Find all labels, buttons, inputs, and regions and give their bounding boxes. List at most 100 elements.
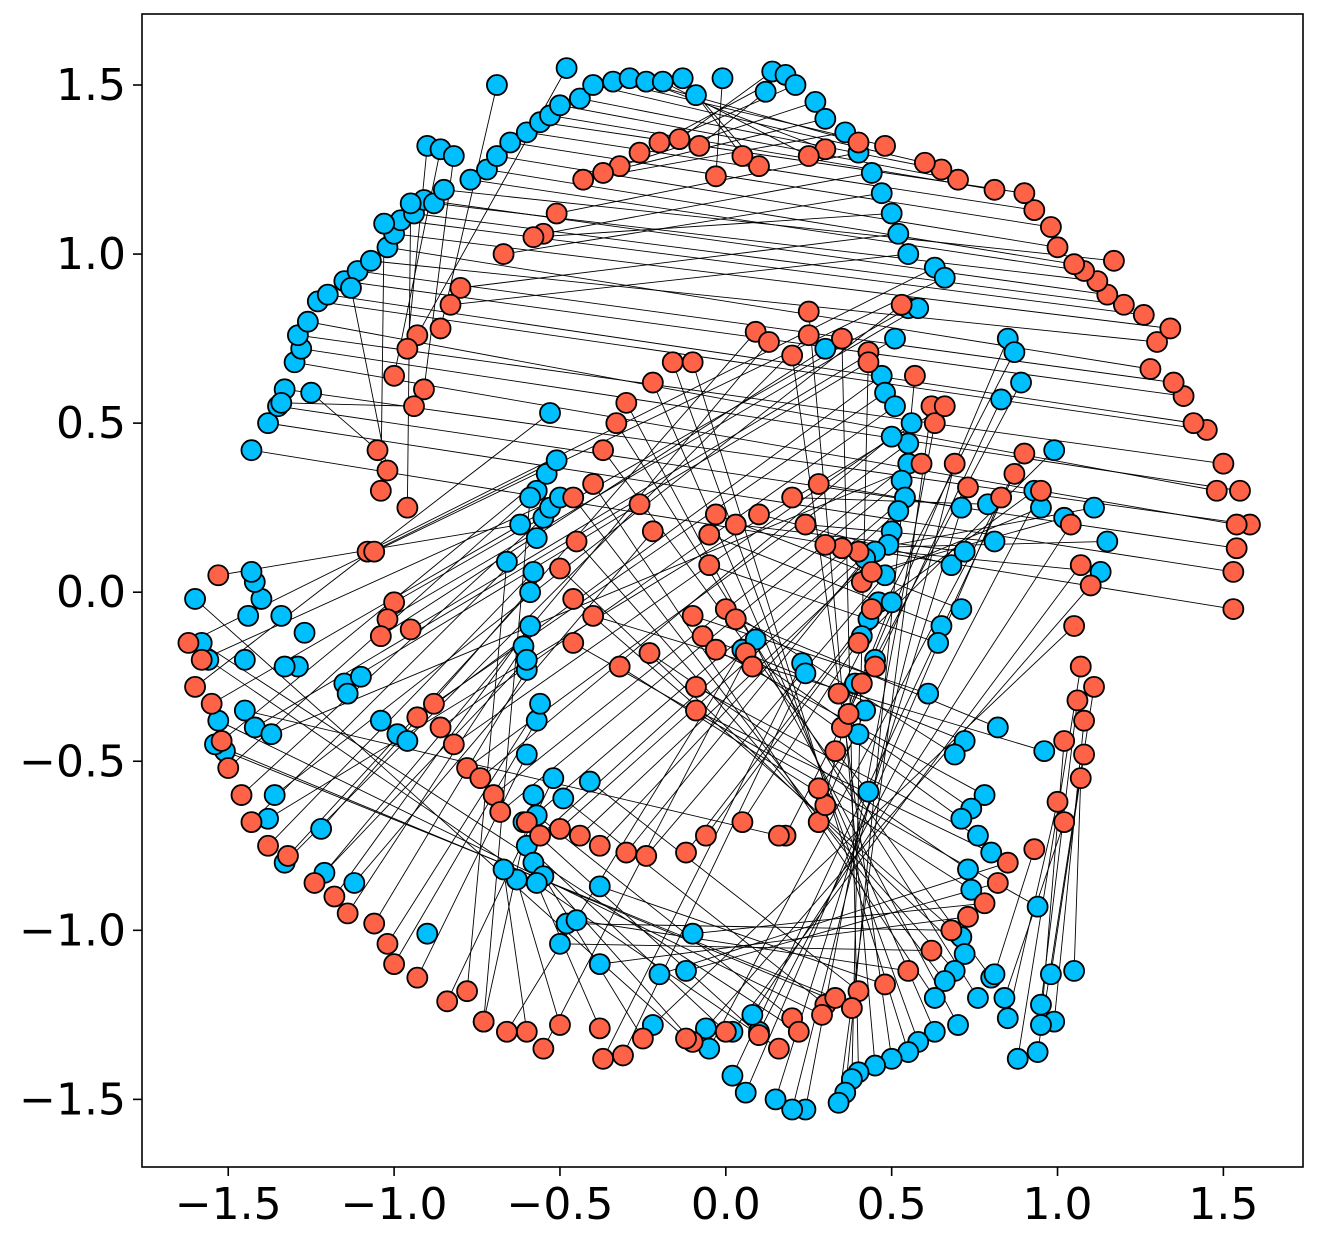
connection-line <box>625 558 866 853</box>
source-point <box>270 604 293 627</box>
connection-line <box>602 118 826 174</box>
source-point <box>957 858 979 881</box>
target-point <box>230 784 253 806</box>
target-point <box>668 128 691 151</box>
target-point <box>1023 199 1046 222</box>
target-point <box>562 632 585 654</box>
target-point <box>890 293 913 316</box>
source-point <box>996 1007 1019 1030</box>
source-point <box>721 1064 744 1087</box>
target-point <box>1073 709 1095 732</box>
connection-line <box>267 422 1234 573</box>
target-point <box>376 459 399 482</box>
target-point <box>983 178 1006 201</box>
source-point <box>880 202 903 225</box>
target-point <box>605 412 628 435</box>
connection-line <box>589 781 859 992</box>
target-point <box>807 473 830 495</box>
target-point <box>615 391 638 414</box>
target-point <box>1112 293 1135 316</box>
target-point <box>704 638 727 661</box>
connection-line <box>327 294 1194 424</box>
target-point <box>406 706 429 729</box>
target-point <box>429 317 452 340</box>
source-point <box>522 784 545 806</box>
source-point <box>499 131 522 154</box>
target-point <box>923 412 946 435</box>
source-point <box>270 391 293 414</box>
connection-line <box>758 490 1042 1032</box>
source-point <box>983 530 1006 553</box>
target-point <box>1063 253 1086 276</box>
target-point <box>396 496 419 519</box>
target-point <box>675 841 697 864</box>
connection-line <box>281 402 415 407</box>
source-point <box>588 953 611 976</box>
source-point <box>492 858 515 881</box>
target-point <box>767 824 790 847</box>
target-point <box>469 767 492 790</box>
target-point <box>1013 442 1036 465</box>
source-point <box>565 909 588 932</box>
connection-line <box>393 720 538 965</box>
source-point <box>432 178 455 201</box>
target-point <box>748 1024 770 1047</box>
source-point <box>263 784 286 806</box>
target-point <box>562 588 585 610</box>
target-point <box>631 1027 654 1050</box>
source-point <box>953 540 976 563</box>
connection-line <box>705 585 1092 1029</box>
target-point <box>1030 479 1052 502</box>
y-tick-label: −0.5 <box>19 736 126 787</box>
target-point <box>748 155 770 178</box>
connection-line <box>387 307 919 620</box>
source-point <box>950 496 973 519</box>
target-point <box>436 990 459 1013</box>
connection-line <box>619 101 816 167</box>
source-point <box>857 780 880 803</box>
target-point <box>549 557 571 580</box>
target-point <box>857 351 880 374</box>
connection-line <box>742 635 863 823</box>
y-axis: −1.5 −1.0 −0.5 0.0 0.5 1.0 1.5 <box>19 60 142 1125</box>
connection-line <box>715 514 962 610</box>
source-point <box>804 91 827 113</box>
connection-line <box>652 625 1075 1026</box>
target-point <box>807 777 830 800</box>
target-point <box>903 364 926 387</box>
connection-line <box>861 382 1022 684</box>
target-point <box>724 608 747 631</box>
source-point <box>1003 341 1026 364</box>
target-point <box>1162 371 1185 394</box>
source-point <box>794 662 817 685</box>
connection-line <box>526 131 1035 211</box>
target-point <box>641 520 664 543</box>
target-point <box>1139 358 1162 380</box>
source-point <box>416 922 439 945</box>
source-point <box>671 67 694 90</box>
connection-line <box>576 919 909 972</box>
target-point <box>864 655 886 678</box>
source-point <box>993 987 1016 1009</box>
connection-line <box>536 814 793 1019</box>
source-point <box>986 716 1009 739</box>
target-point <box>449 276 472 299</box>
target-point <box>920 939 943 962</box>
connection-line <box>406 145 428 349</box>
connection-line <box>685 602 879 853</box>
source-point <box>685 84 707 107</box>
target-point <box>399 618 422 641</box>
source-point <box>233 648 256 671</box>
target-point <box>1225 537 1248 560</box>
target-point <box>688 134 711 157</box>
connection-line <box>307 321 1217 492</box>
target-point <box>648 131 671 154</box>
source-point <box>350 665 372 688</box>
target-point <box>704 503 727 526</box>
source-point <box>990 388 1013 411</box>
target-point <box>824 987 847 1009</box>
x-tick-label: 0.5 <box>857 1179 927 1230</box>
source-point <box>1043 439 1066 462</box>
source-point <box>486 145 508 167</box>
